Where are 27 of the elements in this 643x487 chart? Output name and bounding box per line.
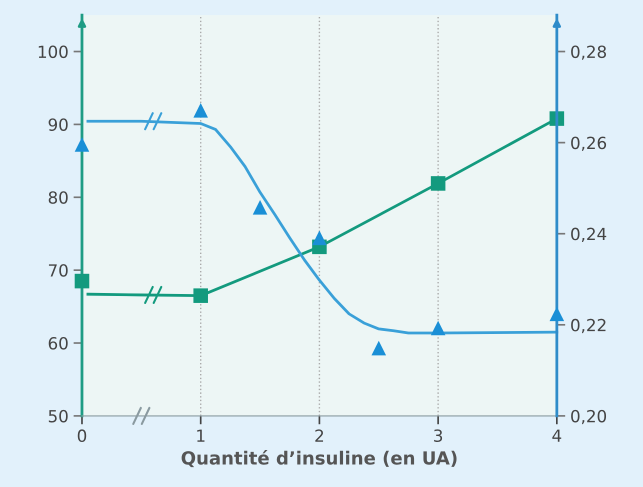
y-tick-label: 100	[38, 45, 68, 58]
point	[252, 200, 268, 215]
y-tick-label: 60	[48, 336, 68, 350]
x-axis-title: Quantité d’insuline (en UA)	[182, 450, 457, 468]
y2-tick-label: 0,26	[571, 136, 606, 151]
x-tick-label: 2	[315, 429, 324, 442]
y-tick-label: 50	[48, 410, 68, 422]
point	[193, 103, 208, 118]
y-tick-label: 80	[48, 191, 68, 204]
point	[193, 288, 208, 303]
point	[74, 137, 90, 152]
y2-tick-label: 0,24	[571, 228, 606, 242]
point	[74, 274, 90, 288]
y2-tick-label: 0,22	[571, 318, 606, 334]
x-tick-label: 1	[197, 430, 204, 442]
x-tick-label: 3	[434, 429, 442, 442]
point	[550, 306, 564, 322]
point	[430, 176, 446, 191]
x-tick-label: 4	[552, 430, 562, 442]
y2-tick-label: 0,28	[571, 45, 606, 60]
x-tick-label: 0	[78, 429, 86, 442]
point	[312, 230, 327, 246]
point	[371, 340, 386, 356]
y-tick-label: 70	[48, 264, 68, 277]
y-tick-label: 90	[48, 118, 68, 131]
point	[430, 320, 446, 336]
y2-tick-label: 0,20	[571, 410, 606, 424]
